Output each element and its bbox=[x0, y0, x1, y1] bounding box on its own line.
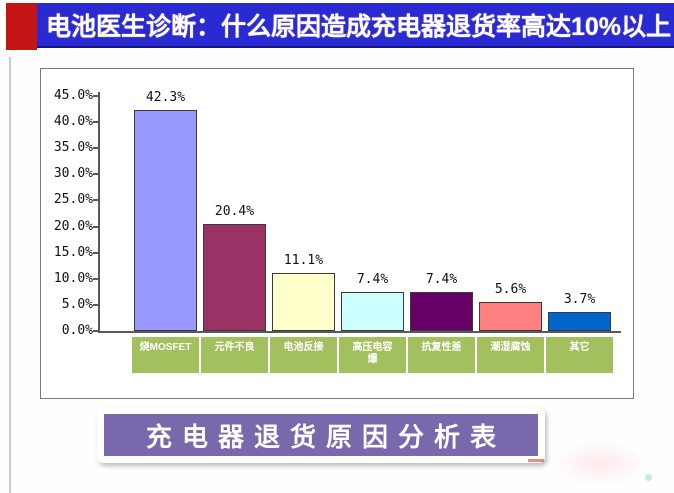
category-label: 其它 bbox=[546, 337, 613, 373]
bar bbox=[341, 292, 404, 331]
red-mark bbox=[528, 459, 544, 462]
watermark bbox=[552, 439, 648, 487]
left-frame-line bbox=[9, 57, 11, 493]
y-axis-tick-label: 45.0% bbox=[53, 88, 93, 103]
category-label: 潮湿腐蚀 bbox=[477, 337, 544, 373]
page-title: 电池医生诊断：什么原因造成充电器退货率高达10%以上 bbox=[46, 12, 672, 41]
bar-value-label: 11.1% bbox=[283, 253, 324, 268]
title-accent-block bbox=[6, 3, 37, 50]
y-axis-tick-label: 5.0% bbox=[61, 296, 93, 312]
y-axis-tick-mark bbox=[93, 277, 98, 280]
category-label: 电池反接 bbox=[270, 337, 337, 373]
y-axis-tick-label: 40.0% bbox=[53, 114, 93, 130]
y-axis-tick-mark bbox=[93, 225, 98, 228]
watermark-dot bbox=[645, 474, 652, 481]
bar-value-label: 7.4% bbox=[425, 272, 458, 287]
y-axis-line bbox=[98, 92, 100, 333]
x-axis-line bbox=[98, 331, 621, 333]
y-axis-tick-label: 30.0% bbox=[53, 166, 93, 182]
category-label: 烧MOSFET bbox=[132, 337, 199, 373]
bar bbox=[134, 110, 197, 331]
bar-value-label: 7.4% bbox=[356, 272, 389, 287]
title-bar: 电池医生诊断：什么原因造成充电器退货率高达10%以上 bbox=[0, 3, 674, 50]
y-axis-tick-mark bbox=[93, 173, 98, 176]
y-axis-tick-mark bbox=[93, 199, 98, 202]
category-label: 高压电容 爆 bbox=[339, 337, 406, 373]
bar-chart: 45.0% 40.0% 35.0% 30.0% 25.0% 20.0% 15.0% 10.0%… bbox=[41, 69, 633, 398]
y-axis-tick-mark bbox=[93, 303, 98, 306]
y-axis-tick-label: 35.0% bbox=[53, 140, 93, 156]
bar bbox=[410, 292, 473, 331]
bar bbox=[479, 302, 542, 331]
analysis-banner-card: 充电器退货原因分析表 bbox=[97, 408, 545, 463]
title-background: 电池医生诊断：什么原因造成充电器退货率高达10%以上 bbox=[37, 3, 674, 48]
bar bbox=[203, 224, 266, 331]
y-axis-tick-mark bbox=[93, 121, 98, 124]
chart-panel: 45.0% 40.0% 35.0% 30.0% 25.0% 20.0% 15.0% 10.0%… bbox=[40, 68, 634, 399]
y-axis-tick-label: 20.0% bbox=[53, 218, 93, 234]
analysis-banner: 充电器退货原因分析表 bbox=[104, 414, 538, 456]
y-axis-tick-mark bbox=[93, 95, 98, 97]
y-axis-tick-label: 25.0% bbox=[53, 192, 93, 208]
y-axis-tick-label: 15.0% bbox=[53, 244, 93, 260]
category-label: 抗复性差 bbox=[408, 337, 475, 373]
y-axis-tick-label: 0.0% bbox=[61, 323, 93, 338]
category-label: 元件不良 bbox=[201, 337, 268, 373]
y-axis-tick-mark bbox=[93, 147, 98, 150]
bar-value-label: 3.7% bbox=[563, 292, 596, 307]
bar-value-label: 20.4% bbox=[214, 204, 255, 219]
bar-value-label: 5.6% bbox=[494, 282, 527, 297]
bar-value-label: 42.3% bbox=[145, 90, 186, 105]
y-axis-tick-label: 10.0% bbox=[53, 270, 93, 286]
y-axis-tick-mark bbox=[93, 330, 98, 332]
bar bbox=[548, 312, 611, 331]
y-axis-tick-mark bbox=[93, 251, 98, 254]
bar bbox=[272, 273, 335, 331]
banner-title: 充电器退货原因分析表 bbox=[145, 422, 506, 453]
